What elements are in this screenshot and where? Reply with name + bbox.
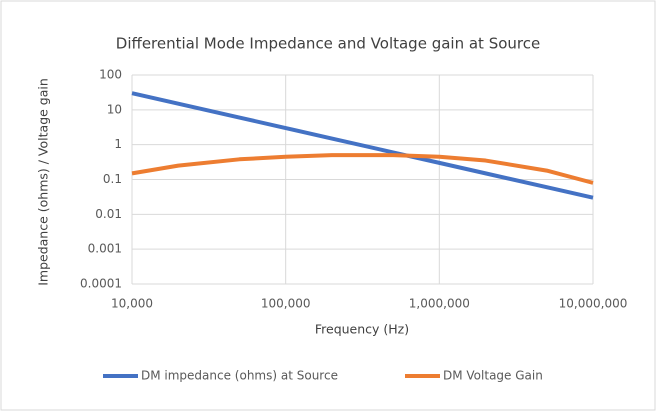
x-axis-title: Frequency (Hz) <box>315 322 409 337</box>
y-tick-label: 100 <box>99 68 122 82</box>
x-tick-label: 1,000,000 <box>409 297 470 311</box>
y-tick-label: 10 <box>107 102 122 116</box>
series-line <box>131 91 594 200</box>
x-tick-label: 10,000,000 <box>559 297 628 311</box>
legend-label: DM Voltage Gain <box>443 369 543 383</box>
x-tick-label: 100,000 <box>261 297 311 311</box>
x-tick-label: 10,000 <box>111 297 153 311</box>
y-tick-label: 1 <box>114 137 122 151</box>
y-tick-label: 0.0001 <box>80 277 122 291</box>
legend-label: DM impedance (ohms) at Source <box>141 369 338 383</box>
y-tick-label: 0.001 <box>88 242 122 256</box>
y-tick-label: 0.01 <box>95 207 122 221</box>
y-tick-label: 0.1 <box>103 172 122 186</box>
chart-title: Differential Mode Impedance and Voltage … <box>116 35 540 53</box>
y-axis-title: Impedance (ohms) / Voltage gain <box>36 78 51 286</box>
series-line <box>131 153 594 185</box>
